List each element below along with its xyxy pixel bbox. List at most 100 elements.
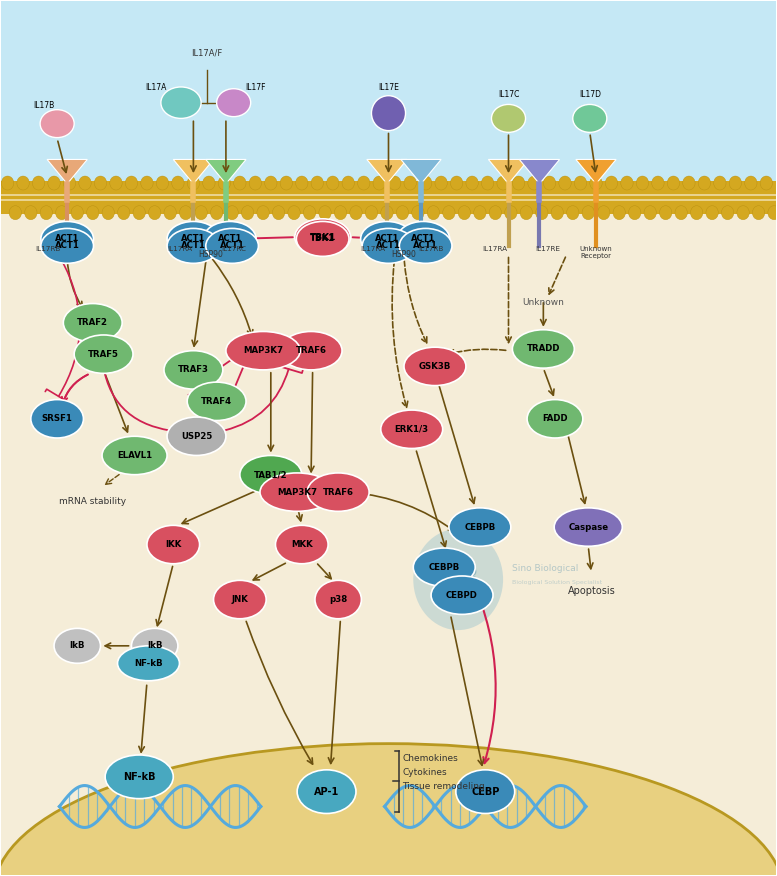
Circle shape: [644, 206, 657, 220]
Ellipse shape: [164, 350, 223, 389]
Ellipse shape: [381, 410, 443, 449]
Circle shape: [675, 206, 688, 220]
Circle shape: [17, 176, 30, 190]
Text: GSK3B: GSK3B: [419, 362, 451, 371]
Circle shape: [760, 176, 772, 190]
Text: Unknown
Receptor: Unknown Receptor: [580, 246, 612, 259]
Circle shape: [48, 176, 61, 190]
Text: IKK: IKK: [165, 540, 182, 549]
Circle shape: [744, 176, 757, 190]
Ellipse shape: [362, 229, 415, 264]
Circle shape: [133, 206, 145, 220]
Circle shape: [474, 206, 486, 220]
Ellipse shape: [226, 331, 300, 370]
Text: TRAF4: TRAF4: [201, 397, 232, 406]
Text: TRAF6: TRAF6: [322, 488, 354, 497]
Circle shape: [94, 176, 106, 190]
Circle shape: [691, 206, 703, 220]
Circle shape: [504, 206, 517, 220]
Text: Chemokines: Chemokines: [402, 754, 458, 763]
Circle shape: [559, 176, 571, 190]
Ellipse shape: [456, 770, 514, 814]
Circle shape: [234, 176, 246, 190]
Circle shape: [497, 176, 509, 190]
Ellipse shape: [413, 548, 476, 586]
Text: ACT1: ACT1: [218, 235, 242, 244]
Text: ACT1: ACT1: [55, 235, 79, 244]
Circle shape: [78, 176, 91, 190]
Circle shape: [319, 206, 331, 220]
Circle shape: [71, 206, 83, 220]
Circle shape: [287, 206, 300, 220]
Circle shape: [396, 206, 409, 220]
Circle shape: [520, 206, 532, 220]
Circle shape: [706, 206, 718, 220]
Text: ACT1: ACT1: [220, 242, 245, 251]
Text: IL17F: IL17F: [245, 83, 266, 93]
Text: ERK1/3: ERK1/3: [395, 425, 429, 434]
Circle shape: [2, 176, 14, 190]
Circle shape: [388, 176, 401, 190]
Circle shape: [652, 176, 664, 190]
Ellipse shape: [315, 580, 361, 618]
Text: IL17RB: IL17RB: [418, 246, 444, 252]
Circle shape: [295, 176, 308, 190]
Ellipse shape: [527, 399, 583, 438]
Ellipse shape: [297, 770, 356, 814]
Circle shape: [466, 176, 479, 190]
Text: ACT1: ACT1: [413, 242, 438, 251]
Circle shape: [660, 206, 672, 220]
Circle shape: [257, 206, 270, 220]
Ellipse shape: [260, 473, 334, 512]
Text: TRAF5: TRAF5: [88, 350, 119, 358]
Text: JNK: JNK: [232, 595, 249, 604]
Circle shape: [365, 206, 378, 220]
Circle shape: [737, 206, 749, 220]
Text: mRNA stability: mRNA stability: [59, 498, 127, 506]
Circle shape: [458, 206, 471, 220]
Ellipse shape: [431, 576, 493, 614]
Text: p38: p38: [329, 595, 347, 604]
Text: TRAF6: TRAF6: [295, 346, 326, 355]
Circle shape: [598, 206, 610, 220]
Text: TRAF3: TRAF3: [178, 365, 209, 374]
Circle shape: [148, 206, 161, 220]
Polygon shape: [367, 159, 407, 184]
Circle shape: [512, 176, 524, 190]
Circle shape: [683, 176, 695, 190]
FancyBboxPatch shape: [2, 207, 775, 874]
Circle shape: [629, 206, 641, 220]
Circle shape: [613, 206, 625, 220]
Text: TBK1: TBK1: [309, 233, 336, 242]
Circle shape: [490, 206, 501, 220]
Ellipse shape: [276, 526, 328, 564]
Text: IL17RC: IL17RC: [221, 246, 246, 252]
Circle shape: [25, 206, 37, 220]
Circle shape: [636, 176, 649, 190]
Text: TAB1/2: TAB1/2: [254, 470, 287, 479]
Text: IL17E: IL17E: [378, 83, 399, 93]
Ellipse shape: [206, 229, 259, 264]
Circle shape: [9, 206, 22, 220]
Circle shape: [566, 206, 579, 220]
Text: ACT1: ACT1: [54, 242, 79, 251]
Circle shape: [218, 176, 231, 190]
Ellipse shape: [204, 222, 256, 257]
Circle shape: [713, 176, 726, 190]
Text: IL17RE: IL17RE: [535, 246, 560, 252]
Circle shape: [311, 176, 323, 190]
Text: AP-1: AP-1: [314, 787, 340, 796]
Text: IL17RA: IL17RA: [361, 246, 385, 252]
Circle shape: [342, 176, 354, 190]
Circle shape: [381, 206, 393, 220]
Circle shape: [156, 176, 169, 190]
Ellipse shape: [40, 110, 74, 138]
Circle shape: [226, 206, 239, 220]
Text: IL17B: IL17B: [33, 101, 54, 110]
Circle shape: [172, 176, 184, 190]
Ellipse shape: [74, 335, 133, 373]
Circle shape: [64, 176, 75, 190]
Circle shape: [203, 176, 215, 190]
Text: HSP90: HSP90: [198, 251, 223, 259]
FancyBboxPatch shape: [2, 2, 775, 207]
